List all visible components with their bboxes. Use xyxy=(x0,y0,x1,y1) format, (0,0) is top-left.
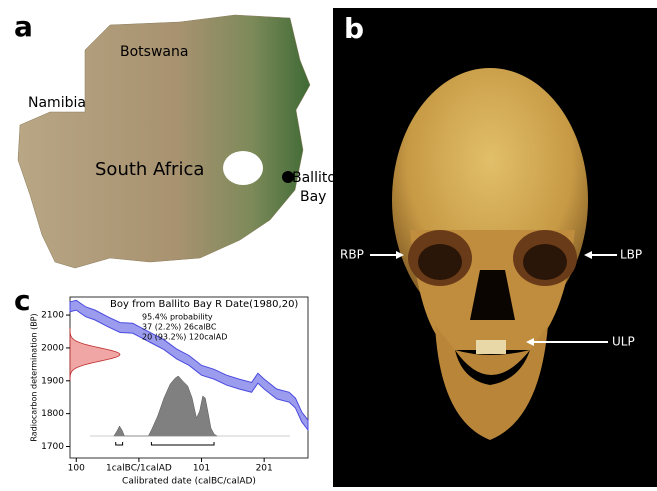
annotation: RBP xyxy=(340,248,364,262)
radiocarbon-date xyxy=(70,328,120,381)
panel-label: a xyxy=(14,10,33,43)
annotation: LBP xyxy=(620,248,642,262)
place-label: South Africa xyxy=(95,159,204,180)
annotation: ULP xyxy=(612,335,635,349)
x-tick-label: 201 xyxy=(256,464,273,474)
x-tick-label: 101 xyxy=(193,464,210,474)
y-tick-label: 1700 xyxy=(41,442,64,452)
panel-label: c xyxy=(14,284,31,317)
range-bracket xyxy=(151,442,214,445)
x-tick-label: 1calBC/1calAD xyxy=(106,464,172,474)
place-label: Botswana xyxy=(120,44,188,60)
y-axis-label: Radiocarbon determination (BP) xyxy=(30,313,39,441)
y-tick-label: 1800 xyxy=(41,409,64,419)
site-label: Ballito xyxy=(292,170,336,186)
annotation: 20 (93.2%) 120calAD xyxy=(142,333,227,342)
annotation: 95.4% probability xyxy=(142,313,213,322)
range-bracket xyxy=(116,442,123,445)
figure: a Botswana Namibia South Africa Ballito … xyxy=(0,0,657,487)
chart-title: Boy from Ballito Bay R Date(1980,20) xyxy=(110,299,298,310)
site-label: Bay xyxy=(300,189,326,205)
y-tick-label: 2100 xyxy=(41,311,64,321)
x-axis-label: Calibrated date (calBC/calAD) xyxy=(122,477,256,487)
posterior xyxy=(114,376,217,436)
lesotho xyxy=(223,151,263,185)
x-tick-label: 100 xyxy=(68,464,85,474)
place-label: Namibia xyxy=(28,95,86,111)
y-tick-label: 1900 xyxy=(41,376,64,386)
annotation: 37 (2.2%) 26calBC xyxy=(142,323,217,332)
panel-label: b xyxy=(344,12,364,45)
calibration-chart: 1700 1800 1900 2000 2100 100 1calBC/1calAD 101 2… xyxy=(30,297,309,487)
y-tick-label: 2000 xyxy=(41,343,64,353)
